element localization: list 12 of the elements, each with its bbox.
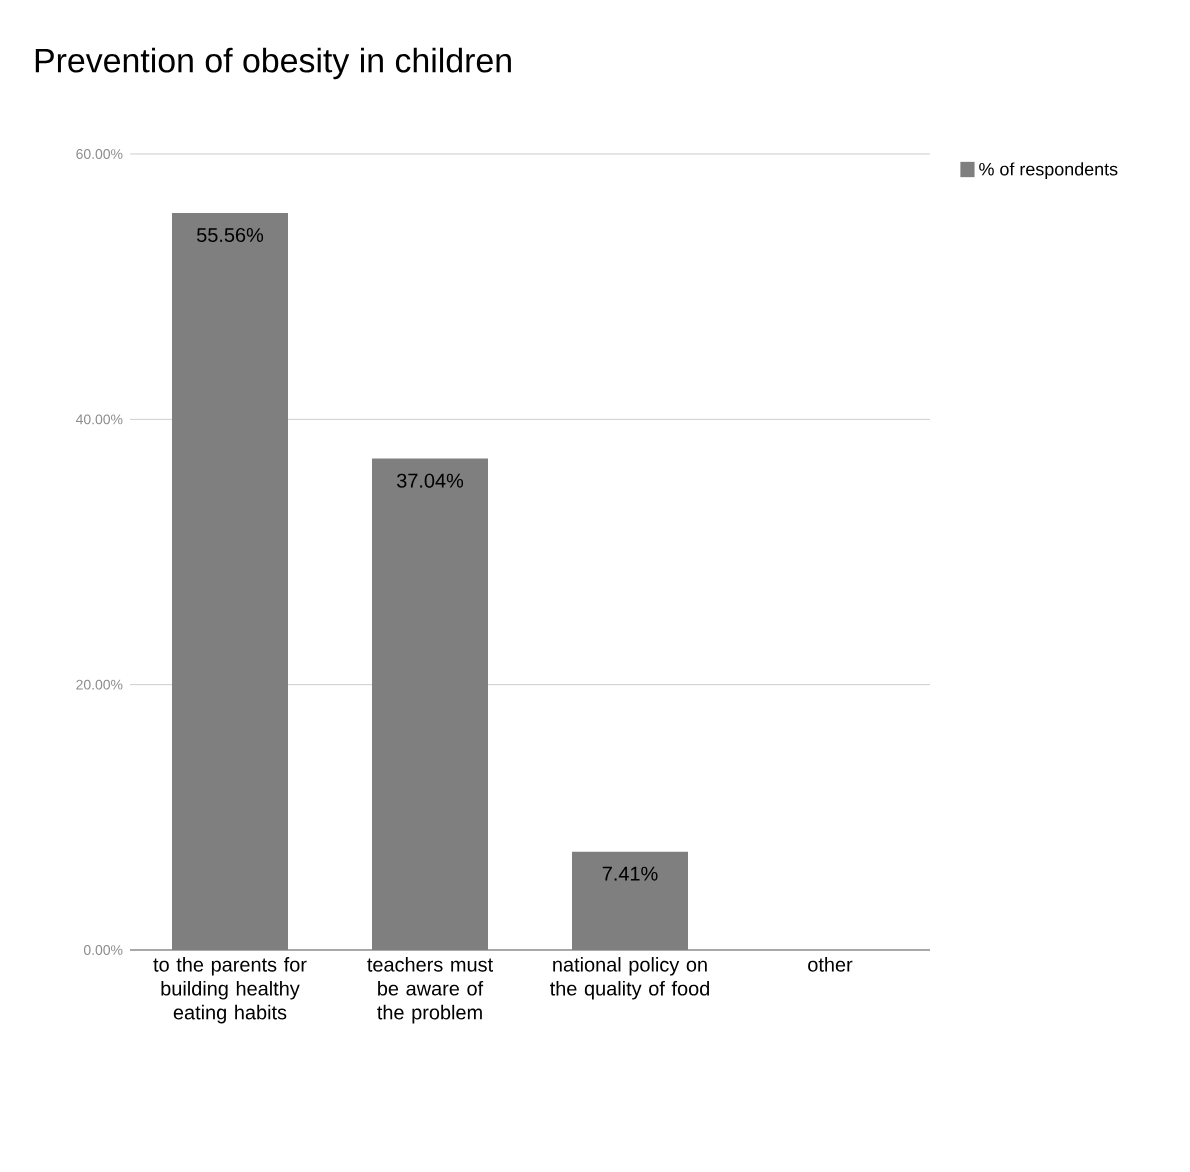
- bar: [172, 212, 288, 950]
- bar: [372, 458, 488, 950]
- x-tick-label: other: [808, 957, 853, 972]
- x-tick-label: to the parents for building healthy eating habits: [153, 957, 307, 1024]
- text: 37.04%: [396, 473, 464, 488]
- text: 7.41%: [602, 866, 658, 881]
- x-tick-label: national policy on the quality of food: [550, 957, 709, 1000]
- chart-title: Prevention of obesity in children: [35, 47, 511, 80]
- x-tick-label: teachers must be aware of the problem: [367, 957, 493, 1024]
- legend-label: % of respondents: [979, 162, 1118, 180]
- text: 55.56%: [197, 227, 264, 243]
- bar: [572, 851, 688, 950]
